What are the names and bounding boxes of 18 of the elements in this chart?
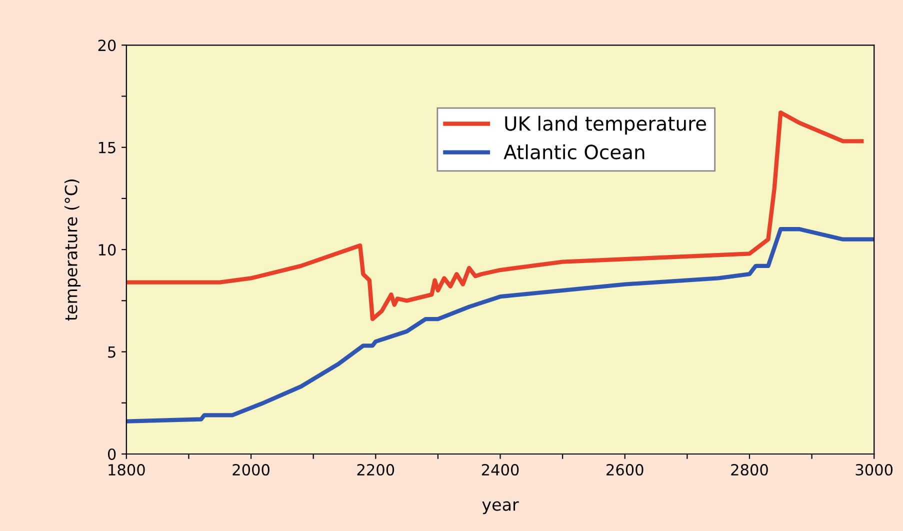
x-tick-label: 2000: [232, 464, 270, 476]
y-tick-label: 5: [108, 346, 116, 358]
x-tick-label: 1800: [108, 464, 145, 476]
x-axis-title: year: [482, 501, 519, 514]
legend-label: Atlantic Ocean: [504, 144, 644, 160]
x-tick-label: 2600: [606, 464, 644, 476]
x-tick-label: 2200: [357, 464, 394, 476]
y-axis-title: temperature (°C): [64, 179, 81, 321]
line-series: [126, 227, 874, 424]
y-tick-label: 0: [108, 448, 116, 460]
y-tick-label: 10: [98, 244, 116, 256]
y-tick-label: 15: [98, 142, 116, 154]
x-tick-label: 3000: [856, 464, 893, 476]
line-series: [126, 110, 864, 322]
x-tick-label: 2800: [731, 464, 768, 476]
x-tick-label: 2400: [482, 464, 519, 476]
legend-label: UK land temperature: [505, 116, 706, 135]
y-tick-label: 20: [98, 40, 116, 52]
